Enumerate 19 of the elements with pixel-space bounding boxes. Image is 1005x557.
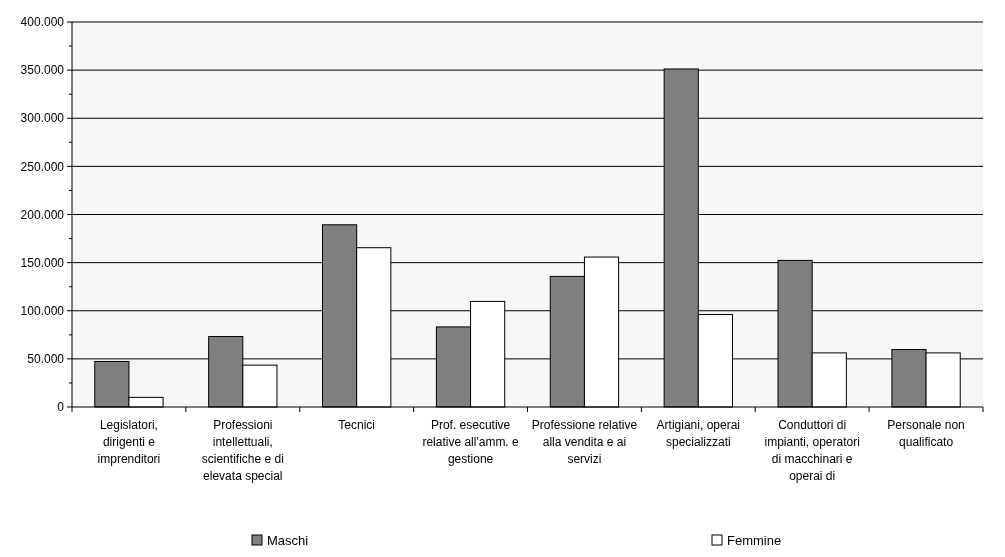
x-tick-label: Professioni intellettuali, scientifiche e di elevata special — [201, 418, 284, 483]
y-tick-label: 300.000 — [20, 111, 65, 126]
y-tick-label: 100.000 — [20, 303, 65, 318]
x-tick-label: Tecnici — [338, 418, 376, 432]
x-tick-label: Artigiani, operai specializzati — [656, 418, 741, 449]
y-tick-label: 150.000 — [20, 255, 65, 270]
y-tick-label: 0 — [57, 400, 65, 415]
x-tick-label: Professione relative alla vendita e ai servizi — [531, 418, 638, 466]
legend-label: Femmine — [727, 533, 782, 548]
x-tick-label: Legislatori, dirigenti e imprenditori — [97, 418, 161, 466]
x-tick-label: Prof. esecutive relative all'amm. e gestione — [422, 418, 520, 466]
x-tick-label: Personale non qualificato — [887, 418, 965, 449]
x-tick-label: Conduttori di impianti, operatori di macchinari e operai di — [764, 418, 860, 483]
y-tick-label: 200.000 — [20, 207, 65, 222]
legend-label: Maschi — [267, 533, 309, 548]
y-tick-label: 400.000 — [20, 15, 65, 30]
y-tick-label: 250.000 — [20, 159, 65, 174]
y-tick-label: 350.000 — [20, 63, 65, 78]
y-tick-label: 50.000 — [27, 352, 65, 367]
